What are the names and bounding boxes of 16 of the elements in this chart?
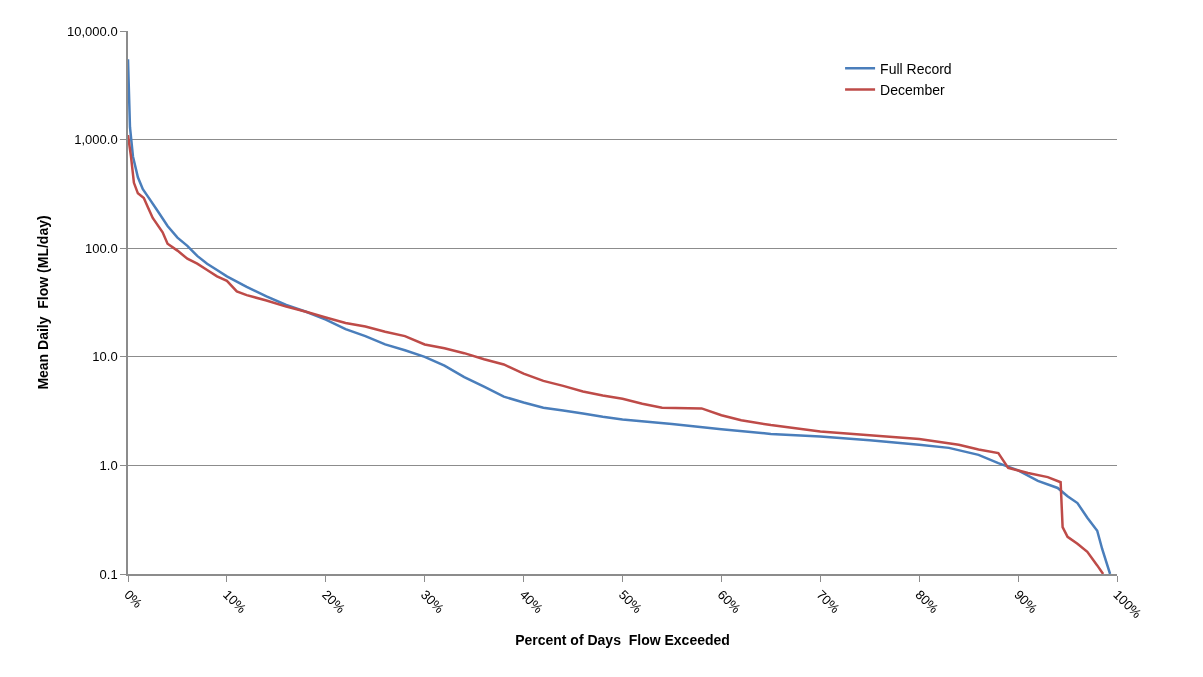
y-tick-label: 0.1 bbox=[99, 566, 118, 582]
y-tick-label: 1.0 bbox=[99, 457, 118, 473]
x-tick-label: 10% bbox=[220, 586, 250, 617]
x-axis-title: Percent of Days Flow Exceeded bbox=[515, 632, 730, 649]
y-tick-label: 10,000.0 bbox=[67, 23, 118, 39]
line-series bbox=[128, 57, 1112, 574]
legend-label: Full Record bbox=[880, 60, 952, 77]
x-tick-label: 40% bbox=[516, 586, 547, 617]
x-tick-label: 0% bbox=[121, 586, 146, 612]
line-series bbox=[128, 133, 1105, 574]
y-tick-label: 10.0 bbox=[92, 349, 118, 365]
legend-label: December bbox=[880, 81, 945, 98]
y-tick-label: 1,000.0 bbox=[74, 132, 118, 148]
y-axis-title: Mean Daily Flow (ML/day) bbox=[35, 215, 52, 390]
y-tick-label: 100.0 bbox=[85, 240, 118, 256]
x-tick-label: 60% bbox=[714, 586, 744, 617]
